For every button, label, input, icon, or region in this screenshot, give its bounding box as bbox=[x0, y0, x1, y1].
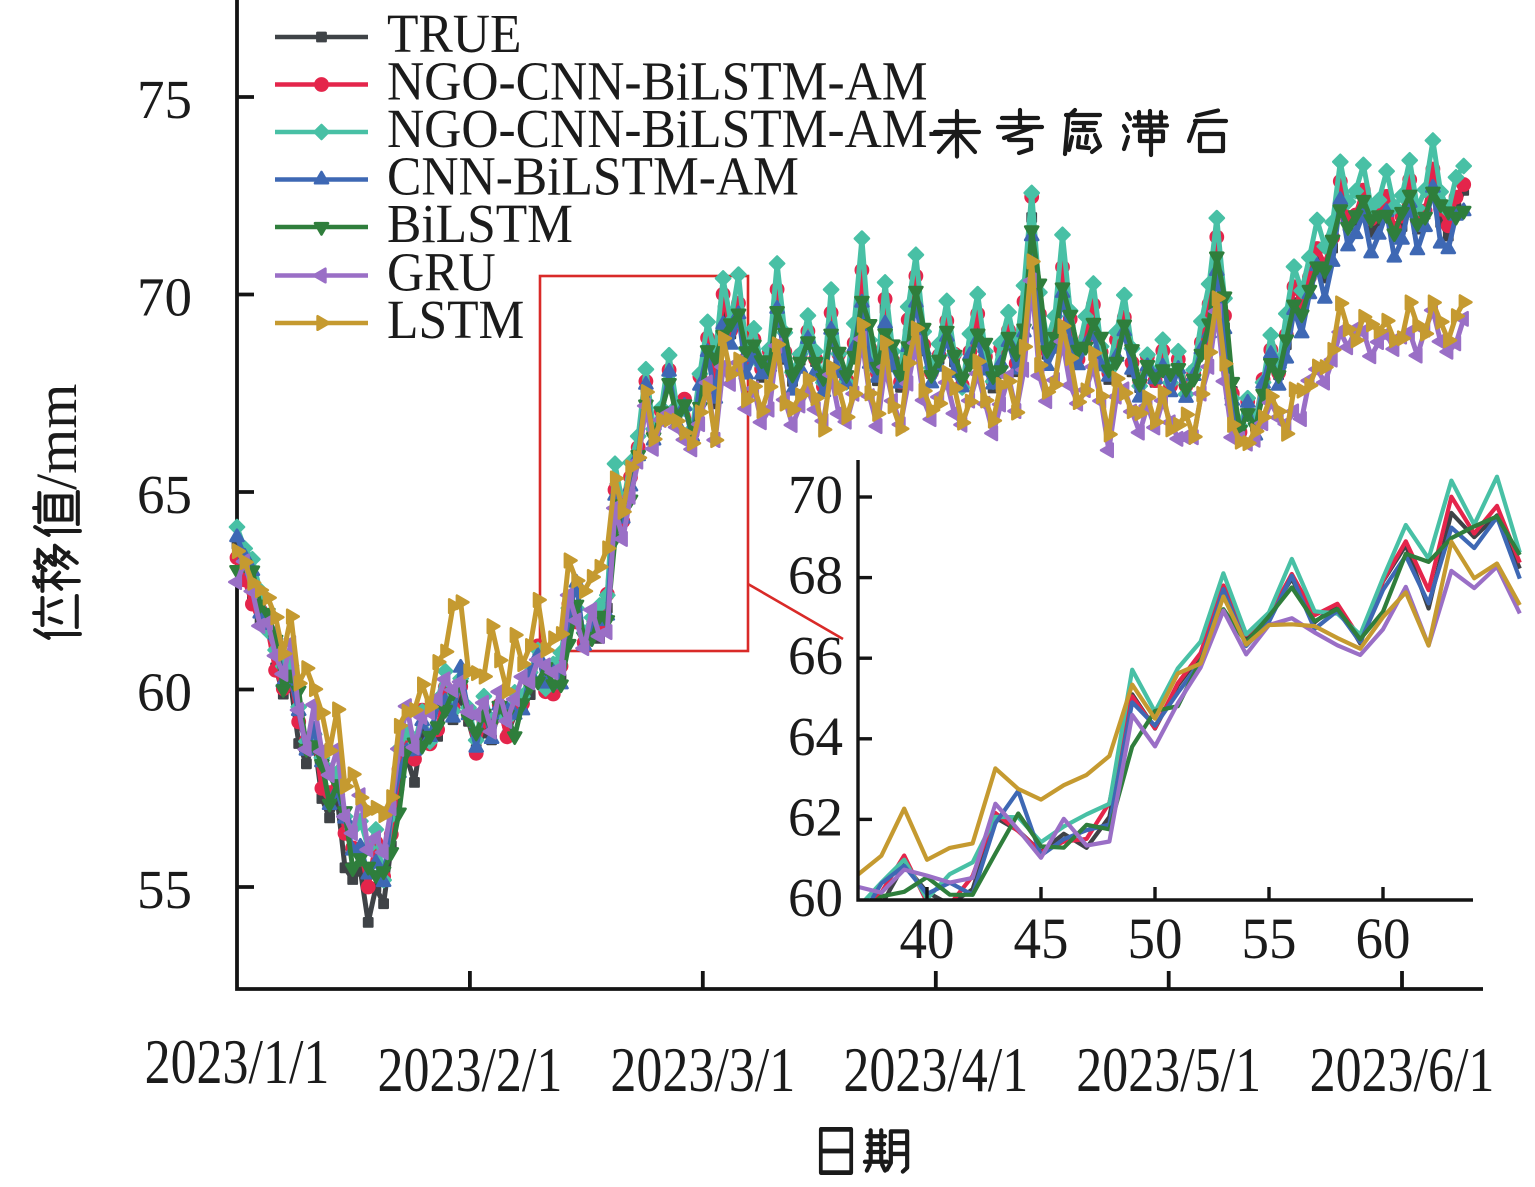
svg-text:NGO-CNN-BiLSTM-AM: NGO-CNN-BiLSTM-AM bbox=[387, 52, 928, 112]
svg-text:75: 75 bbox=[137, 69, 192, 130]
svg-text:LSTM: LSTM bbox=[387, 291, 524, 351]
svg-text:66: 66 bbox=[788, 625, 843, 686]
svg-text:55: 55 bbox=[137, 859, 192, 920]
svg-text:2023/6/1: 2023/6/1 bbox=[1310, 1034, 1495, 1105]
svg-text:/mm: /mm bbox=[24, 384, 89, 490]
svg-text:TRUE: TRUE bbox=[387, 5, 521, 65]
svg-text:2023/2/1: 2023/2/1 bbox=[377, 1034, 562, 1105]
svg-text:2023/5/1: 2023/5/1 bbox=[1076, 1034, 1261, 1105]
svg-text:2023/4/1: 2023/4/1 bbox=[843, 1034, 1028, 1105]
svg-text:NGO-CNN-BiLSTM-AM-: NGO-CNN-BiLSTM-AM- bbox=[387, 100, 945, 160]
svg-text:70: 70 bbox=[788, 464, 843, 525]
svg-text:64: 64 bbox=[788, 706, 843, 767]
svg-text:45: 45 bbox=[1014, 908, 1069, 971]
svg-text:60: 60 bbox=[1356, 908, 1411, 971]
svg-text:GRU: GRU bbox=[387, 243, 496, 303]
svg-text:55: 55 bbox=[1242, 908, 1297, 971]
svg-text:2023/3/1: 2023/3/1 bbox=[610, 1034, 795, 1105]
svg-text:2023/1/1: 2023/1/1 bbox=[145, 1026, 330, 1097]
svg-text:BiLSTM: BiLSTM bbox=[387, 195, 573, 255]
svg-text:70: 70 bbox=[137, 267, 192, 328]
svg-text:CNN-BiLSTM-AM: CNN-BiLSTM-AM bbox=[387, 147, 799, 207]
svg-text:62: 62 bbox=[788, 786, 843, 847]
svg-text:40: 40 bbox=[900, 908, 955, 971]
svg-text:68: 68 bbox=[788, 545, 843, 606]
svg-text:60: 60 bbox=[788, 867, 843, 928]
svg-text:50: 50 bbox=[1128, 908, 1183, 971]
svg-text:60: 60 bbox=[137, 662, 192, 723]
svg-text:65: 65 bbox=[137, 464, 192, 525]
